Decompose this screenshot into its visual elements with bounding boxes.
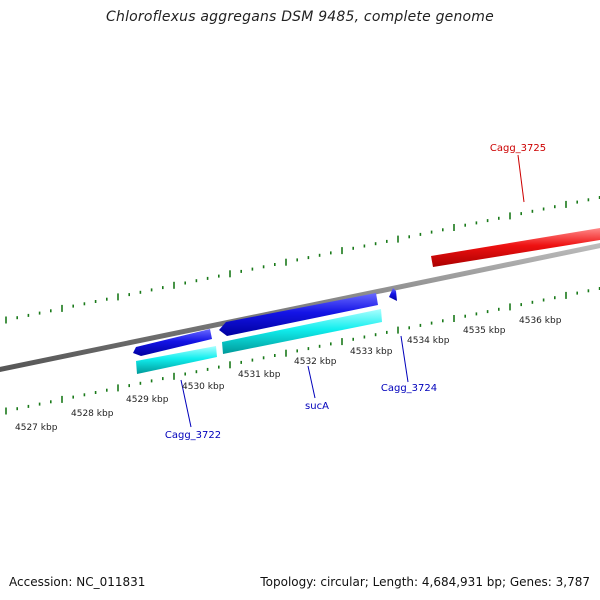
map-title: Chloroflexus aggregans DSM 9485, complet…	[106, 9, 494, 25]
scale-label-4528: 4528 kbp	[71, 409, 114, 419]
reverse-gene-cagg-3724[interactable]	[389, 288, 397, 301]
scale-label-4533: 4533 kbp	[350, 347, 393, 357]
reverse-cds-sucA[interactable]	[222, 309, 382, 354]
lower-tick-row	[5, 287, 600, 415]
gene-label-cagg-3725[interactable]: Cagg_3725	[490, 143, 546, 154]
scale-label-4535: 4535 kbp	[463, 326, 506, 336]
scale-label-4536: 4536 kbp	[519, 316, 562, 326]
scale-label-4530: 4530 kbp	[182, 382, 225, 392]
gene-label-cagg-3724[interactable]: Cagg_3724	[381, 383, 437, 394]
genome-summary-text: Topology: circular; Length: 4,684,931 bp…	[260, 575, 590, 589]
forward-gene-cagg-3725[interactable]	[431, 228, 600, 267]
leader-line-cagg-3724	[400, 335, 409, 383]
leader-line-cagg-3725	[517, 154, 525, 203]
scale-label-4531: 4531 kbp	[238, 370, 281, 380]
scale-label-4527: 4527 kbp	[15, 423, 58, 433]
scale-label-4532: 4532 kbp	[294, 357, 337, 367]
leader-line-sucA	[307, 365, 316, 399]
gene-label-sucA[interactable]: sucA	[305, 401, 329, 412]
genome-backbone	[0, 243, 600, 372]
upper-tick-row	[5, 196, 600, 324]
reverse-gene-sucA[interactable]	[219, 293, 378, 336]
scale-label-4529: 4529 kbp	[126, 395, 169, 405]
reverse-cds-cagg-3722[interactable]	[136, 346, 217, 374]
accession-text: Accession: NC_011831	[9, 575, 146, 589]
leader-line-cagg-3722	[180, 379, 192, 428]
gene-label-cagg-3722[interactable]: Cagg_3722	[165, 430, 221, 441]
reverse-gene-cagg-3722[interactable]	[133, 329, 212, 356]
scale-label-4534: 4534 kbp	[407, 336, 450, 346]
